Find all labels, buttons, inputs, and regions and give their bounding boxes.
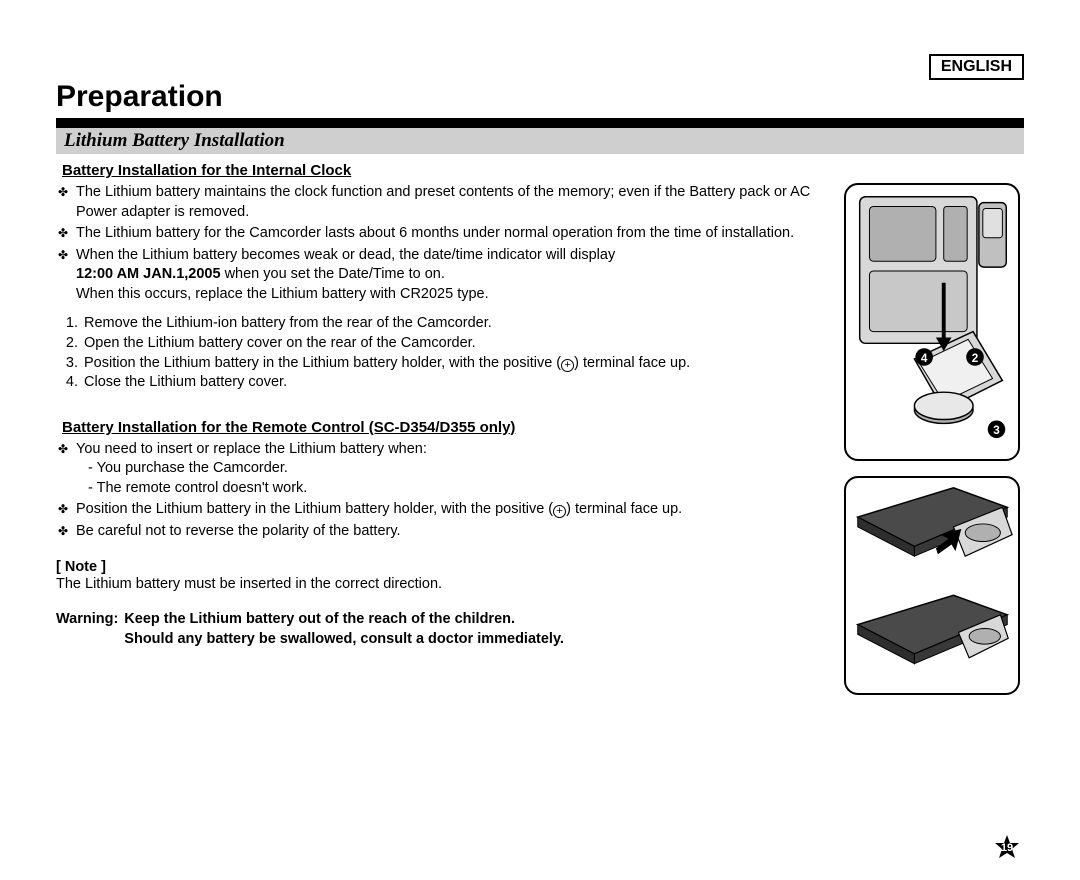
note-label: [ Note ] <box>56 559 828 575</box>
section-subtitle: Lithium Battery Installation <box>56 128 1024 154</box>
page-number-badge: 19 <box>994 834 1020 860</box>
text-column: The Lithium battery maintains the clock … <box>56 183 828 710</box>
illustration-column: 4 2 3 <box>844 183 1024 710</box>
list-item: You need to insert or replace the Lithiu… <box>76 440 828 499</box>
warning-block: Warning: Keep the Lithium battery out of… <box>56 609 828 650</box>
divider-bar <box>56 118 1024 128</box>
sub-list-item: The remote control doesn't work. <box>88 479 828 499</box>
warning-line: Keep the Lithium battery out of the reac… <box>124 609 515 629</box>
section-title: Preparation <box>56 80 1024 114</box>
callout-2: 2 <box>972 352 979 365</box>
list-item: The Lithium battery for the Camcorder la… <box>76 224 828 244</box>
language-box: ENGLISH <box>929 54 1024 80</box>
subheading-remote-control: Battery Installation for the Remote Cont… <box>62 419 828 436</box>
warning-line: Should any battery be swallowed, consult… <box>124 629 564 649</box>
illustration-camcorder-battery: 4 2 3 <box>844 183 1020 461</box>
text-fragment: You need to insert or replace the Lithiu… <box>76 441 427 457</box>
illustration-remote-battery <box>844 476 1020 695</box>
sub-list: You purchase the Camcorder. The remote c… <box>76 459 828 498</box>
content-row: The Lithium battery maintains the clock … <box>56 183 1024 710</box>
sub-list-item: You purchase the Camcorder. <box>88 459 828 479</box>
warning-label: Warning: <box>56 609 118 650</box>
bullet-list-2: You need to insert or replace the Lithiu… <box>56 440 828 542</box>
manual-page: ENGLISH Preparation Lithium Battery Inst… <box>56 50 1024 710</box>
list-item: Position the Lithium battery in the Lith… <box>76 500 828 520</box>
subheading-internal-clock: Battery Installation for the Internal Cl… <box>62 162 1024 179</box>
list-item: Be careful not to reverse the polarity o… <box>76 522 828 542</box>
bold-timestamp: 12:00 AM JAN.1,2005 <box>76 266 221 282</box>
text-fragment: when you set the Date/Time to on. <box>221 266 445 282</box>
callout-4: 4 <box>921 352 928 365</box>
step-item: Remove the Lithium-ion battery from the … <box>82 314 828 334</box>
steps-list: Remove the Lithium-ion battery from the … <box>56 314 828 392</box>
plus-polarity-icon: + <box>553 505 566 518</box>
list-item: The Lithium battery maintains the clock … <box>76 183 828 222</box>
text-fragment: ) terminal face up. <box>566 501 682 517</box>
page-number: 19 <box>1001 842 1013 854</box>
step-item: Open the Lithium battery cover on the re… <box>82 334 828 354</box>
list-item: When the Lithium battery becomes weak or… <box>76 246 828 305</box>
language-label: ENGLISH <box>941 58 1012 75</box>
text-fragment: ) terminal face up. <box>574 355 690 371</box>
note-text: The Lithium battery must be inserted in … <box>56 575 828 595</box>
callout-3: 3 <box>993 424 1000 437</box>
text-fragment: When this occurs, replace the Lithium ba… <box>76 286 489 302</box>
step-item: Close the Lithium battery cover. <box>82 373 828 393</box>
step-item: Position the Lithium battery in the Lith… <box>82 354 828 374</box>
text-fragment: When the Lithium battery becomes weak or… <box>76 247 615 263</box>
plus-polarity-icon: + <box>561 359 574 372</box>
text-fragment: Position the Lithium battery in the Lith… <box>76 501 553 517</box>
bullet-list-1: The Lithium battery maintains the clock … <box>56 183 828 304</box>
text-fragment: Position the Lithium battery in the Lith… <box>84 355 561 371</box>
